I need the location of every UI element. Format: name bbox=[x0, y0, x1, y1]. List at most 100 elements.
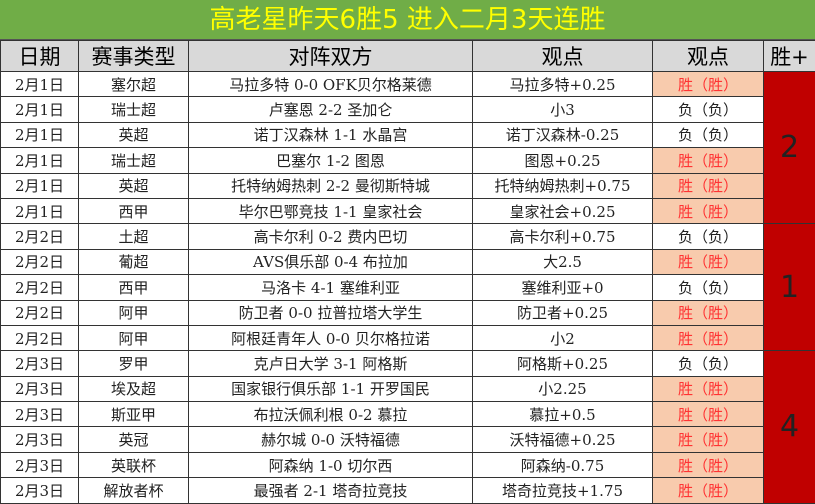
date-cell: 2月1日 bbox=[1, 97, 79, 122]
league-cell: 阿甲 bbox=[79, 300, 189, 325]
pick-cell: 阿森纳-0.75 bbox=[473, 452, 653, 477]
pick-cell: 图恩+0.25 bbox=[473, 148, 653, 173]
match-cell: 赫尔城 0-0 沃特福德 bbox=[189, 427, 473, 452]
pick-cell: 小2 bbox=[473, 325, 653, 350]
league-cell: 罗甲 bbox=[79, 351, 189, 376]
result-cell: 负（负） bbox=[653, 122, 764, 147]
date-cell: 2月2日 bbox=[1, 224, 79, 249]
match-cell: 诺丁汉森林 1-1 水晶宫 bbox=[189, 122, 473, 147]
result-cell: 负（负） bbox=[653, 97, 764, 122]
date-cell: 2月3日 bbox=[1, 427, 79, 452]
league-cell: 塞尔超 bbox=[79, 72, 189, 97]
win-count-cell: 4 bbox=[764, 351, 815, 503]
league-cell: 斯亚甲 bbox=[79, 402, 189, 427]
league-cell: 英冠 bbox=[79, 427, 189, 452]
pick-cell: 塔奇拉竞技+1.75 bbox=[473, 478, 653, 503]
date-cell: 2月3日 bbox=[1, 452, 79, 477]
match-cell: 马洛卡 4-1 塞维利亚 bbox=[189, 275, 473, 300]
result-cell: 负（负） bbox=[653, 351, 764, 376]
league-cell: 英联杯 bbox=[79, 452, 189, 477]
results-table: 日期 赛事类型 对阵双方 观点 观点 胜+ 2月1日塞尔超马拉多特 0-0 OF… bbox=[0, 40, 815, 504]
league-cell: 埃及超 bbox=[79, 376, 189, 401]
win-count-cell: 1 bbox=[764, 224, 815, 351]
pick-cell: 大2.5 bbox=[473, 249, 653, 274]
league-cell: 阿甲 bbox=[79, 325, 189, 350]
pick-cell: 皇家社会+0.25 bbox=[473, 198, 653, 223]
date-cell: 2月2日 bbox=[1, 249, 79, 274]
header-match: 对阵双方 bbox=[189, 41, 473, 72]
result-cell: 胜（胜） bbox=[653, 452, 764, 477]
pick-cell: 阿格斯+0.25 bbox=[473, 351, 653, 376]
result-cell: 负（负） bbox=[653, 224, 764, 249]
date-cell: 2月3日 bbox=[1, 376, 79, 401]
header-date: 日期 bbox=[1, 41, 79, 72]
league-cell: 英超 bbox=[79, 122, 189, 147]
pick-cell: 高卡尔利+0.75 bbox=[473, 224, 653, 249]
league-cell: 西甲 bbox=[79, 198, 189, 223]
result-cell: 负（负） bbox=[653, 275, 764, 300]
header-pick: 观点 bbox=[473, 41, 653, 72]
league-cell: 瑞士超 bbox=[79, 97, 189, 122]
pick-cell: 防卫者+0.25 bbox=[473, 300, 653, 325]
league-cell: 土超 bbox=[79, 224, 189, 249]
result-cell: 胜（胜） bbox=[653, 427, 764, 452]
date-cell: 2月1日 bbox=[1, 148, 79, 173]
match-cell: 阿森纳 1-0 切尔西 bbox=[189, 452, 473, 477]
pick-cell: 小2.25 bbox=[473, 376, 653, 401]
result-cell: 胜（胜） bbox=[653, 402, 764, 427]
result-cell: 胜（胜） bbox=[653, 173, 764, 198]
date-cell: 2月1日 bbox=[1, 198, 79, 223]
match-cell: 马拉多特 0-0 OFK贝尔格莱德 bbox=[189, 72, 473, 97]
pick-cell: 诺丁汉森林-0.25 bbox=[473, 122, 653, 147]
match-cell: 卢塞恩 2-2 圣加仑 bbox=[189, 97, 473, 122]
date-cell: 2月3日 bbox=[1, 351, 79, 376]
date-cell: 2月1日 bbox=[1, 173, 79, 198]
league-cell: 英超 bbox=[79, 173, 189, 198]
pick-cell: 马拉多特+0.25 bbox=[473, 72, 653, 97]
match-cell: 高卡尔利 0-2 费内巴切 bbox=[189, 224, 473, 249]
date-cell: 2月1日 bbox=[1, 72, 79, 97]
result-cell: 胜（胜） bbox=[653, 249, 764, 274]
result-cell: 胜（胜） bbox=[653, 148, 764, 173]
header-wins: 胜+ bbox=[764, 41, 815, 72]
result-cell: 胜（胜） bbox=[653, 72, 764, 97]
match-cell: 克卢日大学 3-1 阿格斯 bbox=[189, 351, 473, 376]
result-cell: 胜（胜） bbox=[653, 376, 764, 401]
pick-cell: 塞维利亚+0 bbox=[473, 275, 653, 300]
date-cell: 2月2日 bbox=[1, 275, 79, 300]
date-cell: 2月2日 bbox=[1, 300, 79, 325]
date-cell: 2月1日 bbox=[1, 122, 79, 147]
date-cell: 2月3日 bbox=[1, 478, 79, 503]
pick-cell: 沃特福德+0.25 bbox=[473, 427, 653, 452]
league-cell: 解放者杯 bbox=[79, 478, 189, 503]
match-cell: AVS俱乐部 0-4 布拉加 bbox=[189, 249, 473, 274]
match-cell: 巴塞尔 1-2 图恩 bbox=[189, 148, 473, 173]
result-cell: 胜（胜） bbox=[653, 198, 764, 223]
page-title: 高老星昨天6胜5 进入二月3天连胜 bbox=[0, 0, 815, 40]
league-cell: 葡超 bbox=[79, 249, 189, 274]
match-cell: 国家银行俱乐部 1-1 开罗国民 bbox=[189, 376, 473, 401]
pick-cell: 托特纳姆热刺+0.75 bbox=[473, 173, 653, 198]
match-cell: 阿根廷青年人 0-0 贝尔格拉诺 bbox=[189, 325, 473, 350]
match-cell: 布拉沃佩利根 0-2 慕拉 bbox=[189, 402, 473, 427]
result-cell: 胜（胜） bbox=[653, 325, 764, 350]
match-cell: 防卫者 0-0 拉普拉塔大学生 bbox=[189, 300, 473, 325]
match-cell: 最强者 2-1 塔奇拉竞技 bbox=[189, 478, 473, 503]
match-cell: 毕尔巴鄂竞技 1-1 皇家社会 bbox=[189, 198, 473, 223]
